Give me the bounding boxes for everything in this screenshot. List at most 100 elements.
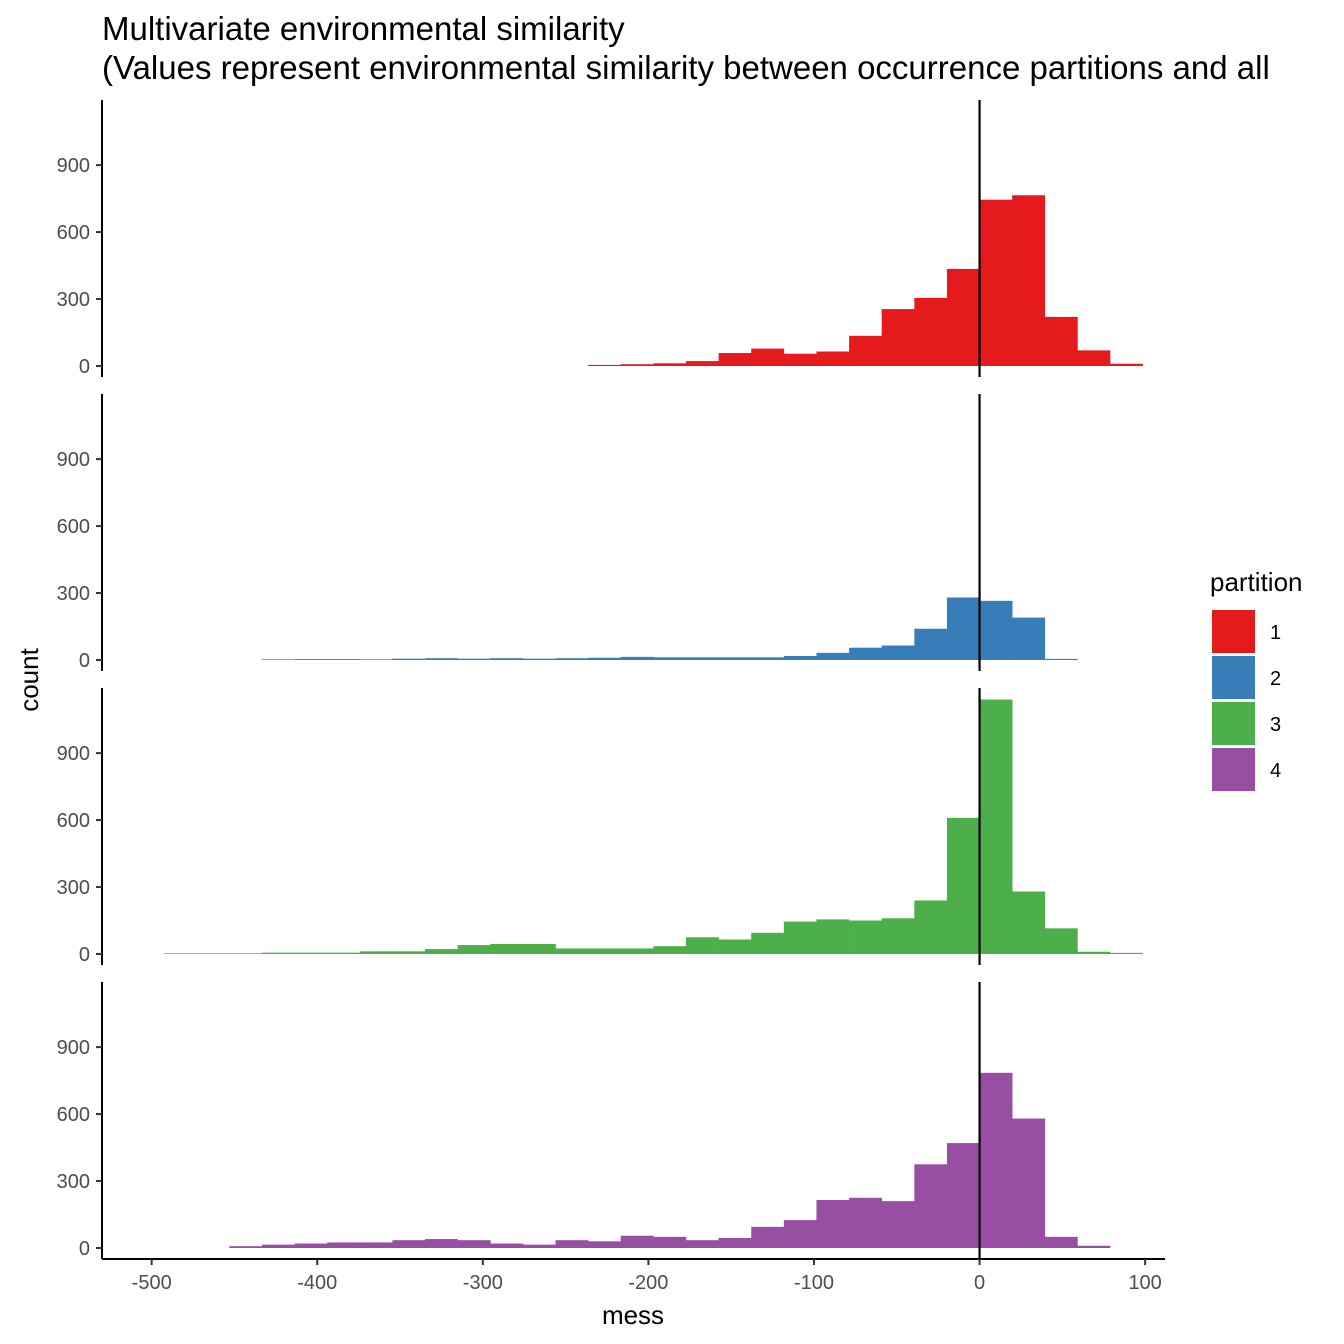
histogram-bar — [1012, 891, 1046, 954]
histogram-bar — [914, 628, 948, 660]
legend-key-4 — [1212, 748, 1255, 791]
histogram-bar — [783, 1220, 817, 1248]
legend-title: partition — [1210, 567, 1303, 597]
histogram-bar — [425, 1239, 458, 1248]
x-tick-label: 100 — [1128, 1272, 1161, 1294]
histogram-bar — [164, 953, 198, 954]
histogram-bar — [849, 920, 882, 954]
histogram-bar — [849, 647, 882, 660]
histogram-bar — [979, 600, 1013, 660]
histogram-bar — [1110, 952, 1143, 954]
histogram-bar — [392, 658, 426, 660]
y-tick-label: 600 — [57, 222, 90, 244]
histogram-bar — [816, 1200, 850, 1248]
histogram-bar — [1044, 316, 1078, 366]
x-tick-label: -500 — [132, 1272, 172, 1294]
histogram-bar — [914, 900, 948, 954]
histogram-bar — [1077, 1245, 1111, 1248]
histogram-bar — [359, 659, 393, 660]
histogram-bar — [490, 1243, 524, 1248]
x-tick-label: -200 — [628, 1272, 668, 1294]
histogram-bar — [1044, 658, 1078, 660]
histogram-bar — [849, 1197, 882, 1248]
histogram-bar — [425, 949, 458, 954]
x-axis: -500 -400 -300 -200 -100 0 100 — [102, 1258, 1165, 1294]
histogram-bar — [783, 353, 817, 366]
histogram-bar — [1077, 350, 1111, 366]
y-tick-label: 600 — [57, 1104, 90, 1126]
legend-key-1 — [1212, 610, 1255, 653]
facet-panels: 0 300 600 900 0 300 600 900 0 300 600 900 0 300 600 900 — [57, 100, 1143, 1260]
histogram-bar — [718, 353, 752, 366]
histogram-bar — [685, 361, 719, 366]
histogram-bar — [425, 658, 458, 660]
histogram-bar — [914, 297, 948, 366]
y-tick-label: 900 — [57, 155, 90, 177]
histogram-bar — [261, 952, 295, 954]
histogram-bar — [490, 943, 524, 954]
histogram-bar — [653, 363, 687, 366]
y-axis-title: count — [14, 647, 44, 711]
histogram-bar — [327, 659, 361, 660]
histogram-bar — [881, 309, 915, 366]
histogram-bar — [946, 1143, 980, 1248]
histogram-bar — [392, 951, 426, 954]
histogram-bar — [881, 918, 915, 954]
histogram-bar — [620, 1235, 654, 1248]
histogram-bar — [751, 932, 785, 954]
histogram-bar — [522, 658, 556, 660]
y-tick-label: 0 — [79, 1238, 90, 1260]
legend-key-2 — [1212, 656, 1255, 699]
x-tick-label: -400 — [297, 1272, 337, 1294]
histogram-bar — [261, 659, 295, 660]
legend: 1 2 3 4 — [1212, 610, 1281, 791]
facet-panel-2: 0 300 600 900 — [57, 394, 1078, 672]
y-tick-label: 300 — [57, 1171, 90, 1193]
histogram-bar — [588, 1241, 622, 1248]
histogram-bar — [946, 268, 980, 366]
histogram-bar — [457, 658, 491, 660]
histogram-bar — [588, 948, 622, 954]
histogram-bar — [946, 597, 980, 660]
histogram-bar — [1012, 195, 1046, 366]
histogram-bar — [979, 199, 1013, 366]
legend-label-2: 2 — [1270, 668, 1281, 690]
histogram-bar — [718, 657, 752, 660]
histogram-bar — [620, 656, 654, 660]
histogram-bar — [327, 1242, 361, 1248]
histogram-bar — [685, 1240, 719, 1248]
histogram-bar — [979, 699, 1013, 954]
histogram-bar — [588, 364, 622, 366]
x-axis-title: mess — [602, 1300, 664, 1330]
y-tick-label: 300 — [57, 289, 90, 311]
chart-subtitle: (Values represent environmental similari… — [102, 49, 1270, 86]
facet-panel-3: 0 300 600 900 — [57, 688, 1143, 966]
histogram-bar — [718, 939, 752, 954]
y-tick-label: 0 — [79, 356, 90, 378]
histogram-bar — [1077, 951, 1111, 954]
histogram-bar — [946, 817, 980, 954]
legend-label-1: 1 — [1270, 622, 1281, 644]
histogram-bar — [751, 348, 785, 366]
histogram-bar — [555, 948, 589, 954]
histogram-bar — [229, 1246, 263, 1248]
histogram-bar — [751, 1226, 785, 1248]
chart-title: Multivariate environmental similarity — [102, 10, 625, 47]
histogram-bar — [261, 1244, 295, 1248]
histogram-bar — [1012, 617, 1046, 660]
histogram-bar — [359, 951, 393, 954]
x-tick-label: -100 — [794, 1272, 834, 1294]
histogram-bar — [783, 655, 817, 660]
x-tick-label: 0 — [974, 1272, 985, 1294]
histogram-bar — [620, 364, 654, 366]
y-tick-label: 0 — [79, 650, 90, 672]
facet-panel-4: 0 300 600 900 — [57, 982, 1111, 1260]
histogram-bar — [685, 657, 719, 660]
y-tick-label: 300 — [57, 583, 90, 605]
histogram-bar — [457, 1240, 491, 1248]
histogram-bar — [816, 351, 850, 366]
histogram-bar — [914, 1164, 948, 1248]
histogram-bar — [620, 948, 654, 954]
histogram-bar — [522, 1244, 556, 1248]
